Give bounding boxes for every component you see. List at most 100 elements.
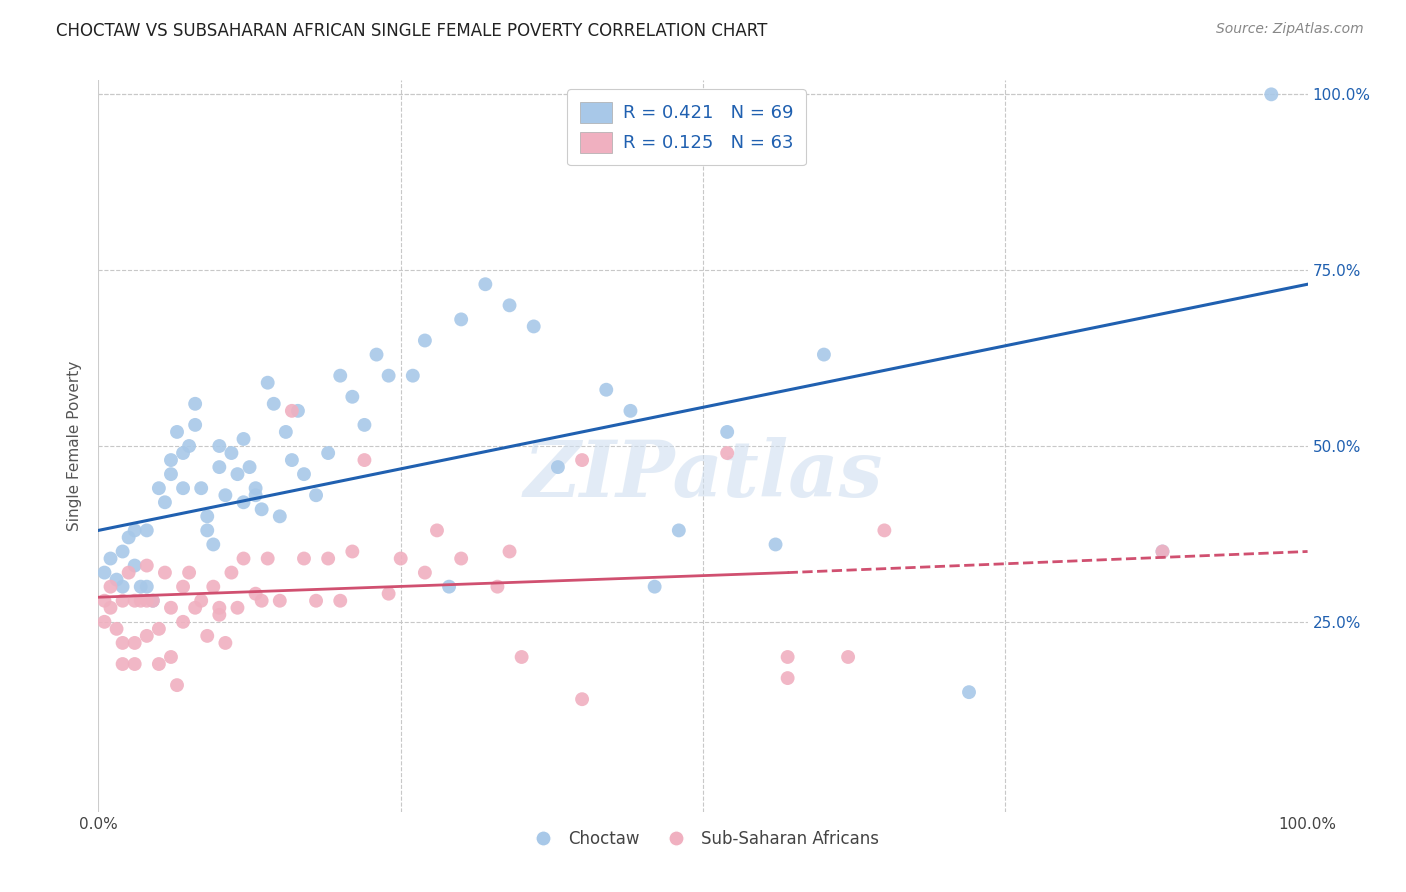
Point xyxy=(111,657,134,671)
Point xyxy=(366,348,388,362)
Point xyxy=(160,453,183,467)
Legend: Choctaw, Sub-Saharan Africans: Choctaw, Sub-Saharan Africans xyxy=(520,823,886,855)
Point xyxy=(716,425,738,439)
Point xyxy=(245,481,267,495)
Point xyxy=(208,600,231,615)
Point xyxy=(353,453,375,467)
Point xyxy=(221,566,243,580)
Point xyxy=(437,580,460,594)
Point xyxy=(111,593,134,607)
Point xyxy=(269,509,291,524)
Point xyxy=(256,551,278,566)
Point xyxy=(510,650,533,665)
Point xyxy=(148,657,170,671)
Point xyxy=(118,566,141,580)
Point xyxy=(232,551,254,566)
Point xyxy=(292,467,315,482)
Point xyxy=(93,615,115,629)
Point xyxy=(316,446,339,460)
Point xyxy=(1260,87,1282,102)
Point xyxy=(547,460,569,475)
Point xyxy=(208,460,231,475)
Point xyxy=(226,467,249,482)
Point xyxy=(329,368,352,383)
Point xyxy=(221,446,243,460)
Point xyxy=(342,544,364,558)
Point xyxy=(281,453,304,467)
Point xyxy=(135,629,157,643)
Point xyxy=(402,368,425,383)
Point xyxy=(179,566,201,580)
Point xyxy=(195,524,218,538)
Point xyxy=(124,657,146,671)
Point xyxy=(837,650,859,665)
Point xyxy=(571,692,593,706)
Point xyxy=(498,544,520,558)
Point xyxy=(124,636,146,650)
Point xyxy=(342,390,364,404)
Point xyxy=(202,537,225,551)
Point xyxy=(287,404,309,418)
Point xyxy=(957,685,980,699)
Y-axis label: Single Female Poverty: Single Female Poverty xyxy=(67,361,83,531)
Point xyxy=(160,467,183,482)
Point xyxy=(377,368,399,383)
Point xyxy=(292,551,315,566)
Point xyxy=(305,593,328,607)
Point xyxy=(111,636,134,650)
Point xyxy=(111,580,134,594)
Point xyxy=(498,298,520,312)
Point xyxy=(111,544,134,558)
Point xyxy=(250,593,273,607)
Point xyxy=(129,593,152,607)
Point xyxy=(124,524,146,538)
Point xyxy=(166,425,188,439)
Point xyxy=(124,593,146,607)
Point xyxy=(208,607,231,622)
Text: Source: ZipAtlas.com: Source: ZipAtlas.com xyxy=(1216,22,1364,37)
Point xyxy=(135,558,157,573)
Point xyxy=(142,593,165,607)
Point xyxy=(256,376,278,390)
Point xyxy=(100,551,122,566)
Point xyxy=(873,524,896,538)
Point xyxy=(184,397,207,411)
Point xyxy=(232,432,254,446)
Point xyxy=(474,277,496,292)
Point xyxy=(813,348,835,362)
Point xyxy=(1152,544,1174,558)
Point xyxy=(523,319,546,334)
Point xyxy=(184,600,207,615)
Point xyxy=(214,488,236,502)
Point xyxy=(776,671,799,685)
Point xyxy=(100,580,122,594)
Point xyxy=(208,439,231,453)
Point xyxy=(450,551,472,566)
Point xyxy=(135,593,157,607)
Point xyxy=(195,629,218,643)
Point xyxy=(93,593,115,607)
Point xyxy=(142,593,165,607)
Point xyxy=(377,587,399,601)
Point xyxy=(450,312,472,326)
Point xyxy=(172,446,194,460)
Point xyxy=(172,615,194,629)
Point xyxy=(716,446,738,460)
Point xyxy=(135,580,157,594)
Point xyxy=(274,425,297,439)
Point xyxy=(239,460,262,475)
Point xyxy=(148,622,170,636)
Point xyxy=(595,383,617,397)
Point xyxy=(644,580,666,594)
Point xyxy=(305,488,328,502)
Point xyxy=(263,397,285,411)
Point xyxy=(184,417,207,432)
Point xyxy=(269,593,291,607)
Point xyxy=(124,558,146,573)
Point xyxy=(426,524,449,538)
Point xyxy=(190,593,212,607)
Point xyxy=(214,636,236,650)
Point xyxy=(105,622,128,636)
Point xyxy=(226,600,249,615)
Point xyxy=(765,537,787,551)
